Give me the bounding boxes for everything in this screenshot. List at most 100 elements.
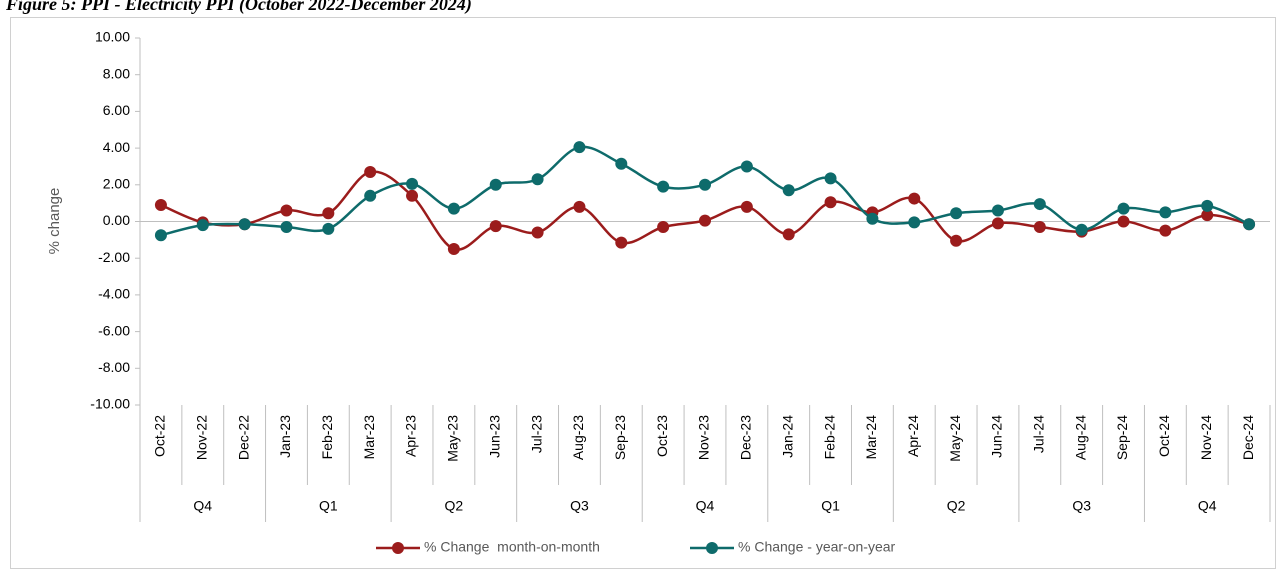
- y-tick-label: 6.00: [103, 102, 130, 118]
- x-tick-label: Nov-23: [696, 415, 712, 460]
- legend-label: % Change month-on-month: [424, 539, 600, 555]
- data-point: [824, 172, 837, 185]
- data-point: [322, 222, 335, 235]
- data-point: [406, 177, 419, 190]
- y-tick-label: 2.00: [103, 176, 130, 192]
- data-point: [447, 202, 460, 215]
- data-point: [615, 236, 628, 249]
- data-point: [950, 234, 963, 247]
- data-point: [1201, 199, 1214, 212]
- x-tick-label: Apr-23: [403, 415, 419, 457]
- data-point: [782, 228, 795, 241]
- legend-label: % Change - year-on-year: [738, 539, 896, 555]
- data-point: [1201, 209, 1214, 222]
- quarter-label: Q4: [696, 498, 715, 514]
- data-point: [1117, 215, 1130, 228]
- data-point: [531, 226, 544, 239]
- chart-frame: [10, 17, 1276, 569]
- chart-title: Figure 5: PPI - Electricity PPI (October…: [5, 0, 472, 15]
- x-tick-label: Nov-22: [193, 415, 209, 460]
- x-tick-label: Jun-24: [989, 415, 1005, 458]
- y-tick-label: -8.00: [98, 359, 130, 375]
- x-tick-label: Nov-24: [1198, 415, 1214, 460]
- x-tick-label: Sep-24: [1114, 415, 1130, 460]
- data-point: [657, 221, 670, 234]
- x-tick-label: Feb-24: [821, 415, 837, 460]
- y-axis-label: % change: [46, 188, 63, 255]
- data-point: [740, 200, 753, 213]
- y-tick-label: 0.00: [103, 212, 130, 228]
- data-point: [447, 243, 460, 256]
- data-point: [489, 220, 502, 233]
- data-point: [1243, 218, 1256, 231]
- data-point: [782, 184, 795, 197]
- y-tick-label: -2.00: [98, 249, 130, 265]
- legend-marker: [392, 542, 404, 554]
- data-point: [740, 160, 753, 173]
- data-point: [699, 214, 711, 227]
- y-tick-label: 4.00: [103, 139, 130, 155]
- y-tick-label: -6.00: [98, 322, 130, 338]
- y-tick-label: 10.00: [95, 29, 130, 45]
- data-point: [1159, 206, 1172, 219]
- x-tick-label: Jun-23: [486, 415, 502, 458]
- y-tick-label: 8.00: [103, 65, 130, 81]
- data-point: [908, 216, 921, 229]
- x-tick-label: Sep-23: [612, 415, 628, 460]
- x-tick-label: Aug-23: [570, 415, 586, 460]
- data-point: [1159, 224, 1172, 237]
- data-point: [950, 207, 963, 220]
- data-point: [866, 212, 879, 225]
- x-tick-label: Oct-22: [152, 415, 168, 457]
- data-point: [991, 217, 1004, 230]
- x-tick-label: Aug-24: [1072, 415, 1088, 460]
- data-point: [364, 165, 377, 178]
- legend-marker: [706, 542, 718, 554]
- x-tick-label: Feb-23: [319, 415, 335, 460]
- quarter-label: Q4: [193, 498, 212, 514]
- x-tick-label: Mar-23: [361, 415, 377, 460]
- quarter-label: Q3: [1072, 498, 1091, 514]
- quarter-label: Q3: [570, 498, 589, 514]
- y-tick-label: -4.00: [98, 286, 130, 302]
- data-point: [1033, 221, 1046, 234]
- data-point: [280, 221, 293, 234]
- x-tick-label: Oct-23: [654, 415, 670, 457]
- data-point: [154, 198, 167, 211]
- quarter-label: Q2: [445, 498, 464, 514]
- data-point: [280, 204, 293, 217]
- data-point: [154, 229, 167, 242]
- quarter-label: Q1: [319, 498, 338, 514]
- x-tick-label: Jul-23: [528, 415, 544, 453]
- quarter-label: Q1: [821, 498, 840, 514]
- data-point: [489, 178, 502, 191]
- x-tick-label: Dec-23: [738, 415, 754, 460]
- data-point: [1033, 198, 1046, 211]
- x-tick-label: Dec-22: [235, 415, 251, 460]
- y-tick-label: -10.00: [90, 396, 130, 412]
- data-point: [238, 218, 251, 231]
- x-tick-label: Jan-24: [779, 415, 795, 458]
- x-tick-label: Dec-24: [1240, 415, 1256, 460]
- data-point: [824, 196, 837, 209]
- data-point: [573, 141, 586, 154]
- data-point: [573, 200, 586, 213]
- data-point: [406, 189, 419, 202]
- x-tick-label: May-23: [445, 415, 461, 462]
- data-point: [908, 192, 921, 205]
- data-point: [615, 157, 628, 170]
- x-tick-label: Apr-24: [905, 415, 921, 457]
- data-point: [1075, 223, 1088, 236]
- data-point: [196, 219, 209, 232]
- quarter-label: Q4: [1198, 498, 1217, 514]
- quarter-label: Q2: [947, 498, 966, 514]
- data-point: [531, 173, 544, 186]
- data-point: [322, 207, 335, 220]
- data-point: [657, 180, 670, 193]
- data-point: [364, 189, 377, 202]
- x-tick-label: Oct-24: [1156, 415, 1172, 457]
- data-point: [1117, 202, 1130, 215]
- data-point: [699, 178, 711, 191]
